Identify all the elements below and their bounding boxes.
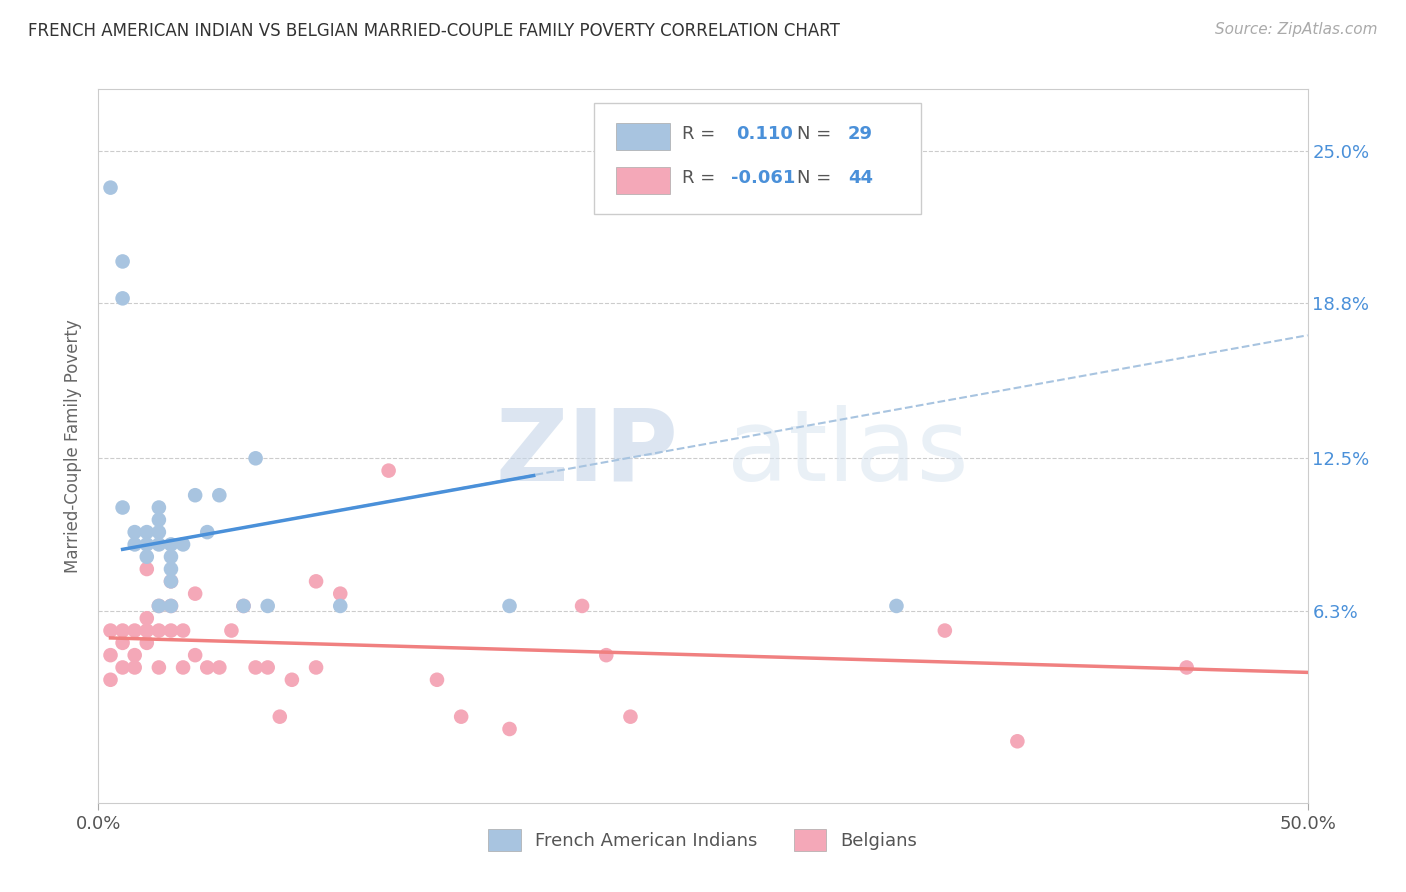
- Point: [195, 660, 218, 674]
- Point: [135, 624, 157, 638]
- Point: [100, 648, 122, 662]
- Point: [148, 599, 170, 613]
- Point: [256, 660, 278, 674]
- Point: [160, 599, 183, 613]
- Text: 0.110: 0.110: [735, 125, 793, 143]
- Text: R =: R =: [682, 125, 716, 143]
- Point: [498, 722, 520, 736]
- Point: [160, 574, 183, 589]
- Point: [329, 599, 352, 613]
- Point: [232, 599, 254, 613]
- Point: [1007, 734, 1029, 748]
- Legend: French American Indians, Belgians: French American Indians, Belgians: [481, 822, 925, 858]
- Point: [148, 525, 170, 540]
- Bar: [616, 167, 671, 194]
- Point: [184, 488, 207, 502]
- Point: [148, 660, 170, 674]
- Point: [148, 500, 170, 515]
- Point: [571, 599, 593, 613]
- Point: [269, 709, 291, 723]
- Point: [329, 587, 352, 601]
- Text: 44: 44: [848, 169, 873, 187]
- Point: [135, 525, 157, 540]
- Point: [1175, 660, 1198, 674]
- Point: [184, 648, 207, 662]
- Point: [100, 180, 122, 194]
- Point: [160, 599, 183, 613]
- FancyBboxPatch shape: [595, 103, 921, 214]
- Point: [281, 673, 304, 687]
- Text: 29: 29: [848, 125, 873, 143]
- Point: [148, 599, 170, 613]
- Point: [305, 574, 328, 589]
- Text: R =: R =: [682, 169, 716, 187]
- Point: [111, 291, 134, 305]
- Point: [498, 599, 520, 613]
- Point: [160, 537, 183, 551]
- Point: [208, 660, 231, 674]
- Point: [124, 537, 146, 551]
- Point: [172, 537, 194, 551]
- Point: [111, 624, 134, 638]
- Point: [245, 451, 267, 466]
- Point: [195, 525, 218, 540]
- Point: [208, 488, 231, 502]
- Point: [160, 562, 183, 576]
- Text: N =: N =: [797, 169, 831, 187]
- Point: [135, 636, 157, 650]
- Point: [111, 636, 134, 650]
- Point: [232, 599, 254, 613]
- Text: atlas: atlas: [727, 405, 969, 501]
- Point: [886, 599, 908, 613]
- Point: [111, 660, 134, 674]
- Point: [619, 709, 641, 723]
- Point: [377, 464, 399, 478]
- Point: [124, 648, 146, 662]
- Point: [595, 648, 617, 662]
- Point: [426, 673, 449, 687]
- Point: [135, 562, 157, 576]
- Text: Source: ZipAtlas.com: Source: ZipAtlas.com: [1215, 22, 1378, 37]
- Point: [124, 624, 146, 638]
- Point: [221, 624, 243, 638]
- Point: [135, 611, 157, 625]
- Point: [160, 624, 183, 638]
- Point: [305, 660, 328, 674]
- Point: [450, 709, 472, 723]
- Point: [100, 673, 122, 687]
- Point: [160, 574, 183, 589]
- Point: [111, 254, 134, 268]
- Y-axis label: Married-Couple Family Poverty: Married-Couple Family Poverty: [65, 319, 83, 573]
- Point: [124, 660, 146, 674]
- Point: [184, 587, 207, 601]
- Point: [256, 599, 278, 613]
- Point: [172, 660, 194, 674]
- Point: [160, 549, 183, 564]
- Point: [111, 500, 134, 515]
- Point: [135, 537, 157, 551]
- Point: [148, 513, 170, 527]
- Text: N =: N =: [797, 125, 831, 143]
- Text: ZIP: ZIP: [496, 405, 679, 501]
- Point: [245, 660, 267, 674]
- Point: [135, 549, 157, 564]
- Text: FRENCH AMERICAN INDIAN VS BELGIAN MARRIED-COUPLE FAMILY POVERTY CORRELATION CHAR: FRENCH AMERICAN INDIAN VS BELGIAN MARRIE…: [28, 22, 839, 40]
- Point: [124, 525, 146, 540]
- Point: [172, 624, 194, 638]
- Point: [148, 624, 170, 638]
- Point: [934, 624, 956, 638]
- Point: [148, 537, 170, 551]
- Bar: [616, 123, 671, 150]
- Point: [100, 624, 122, 638]
- Text: -0.061: -0.061: [731, 169, 796, 187]
